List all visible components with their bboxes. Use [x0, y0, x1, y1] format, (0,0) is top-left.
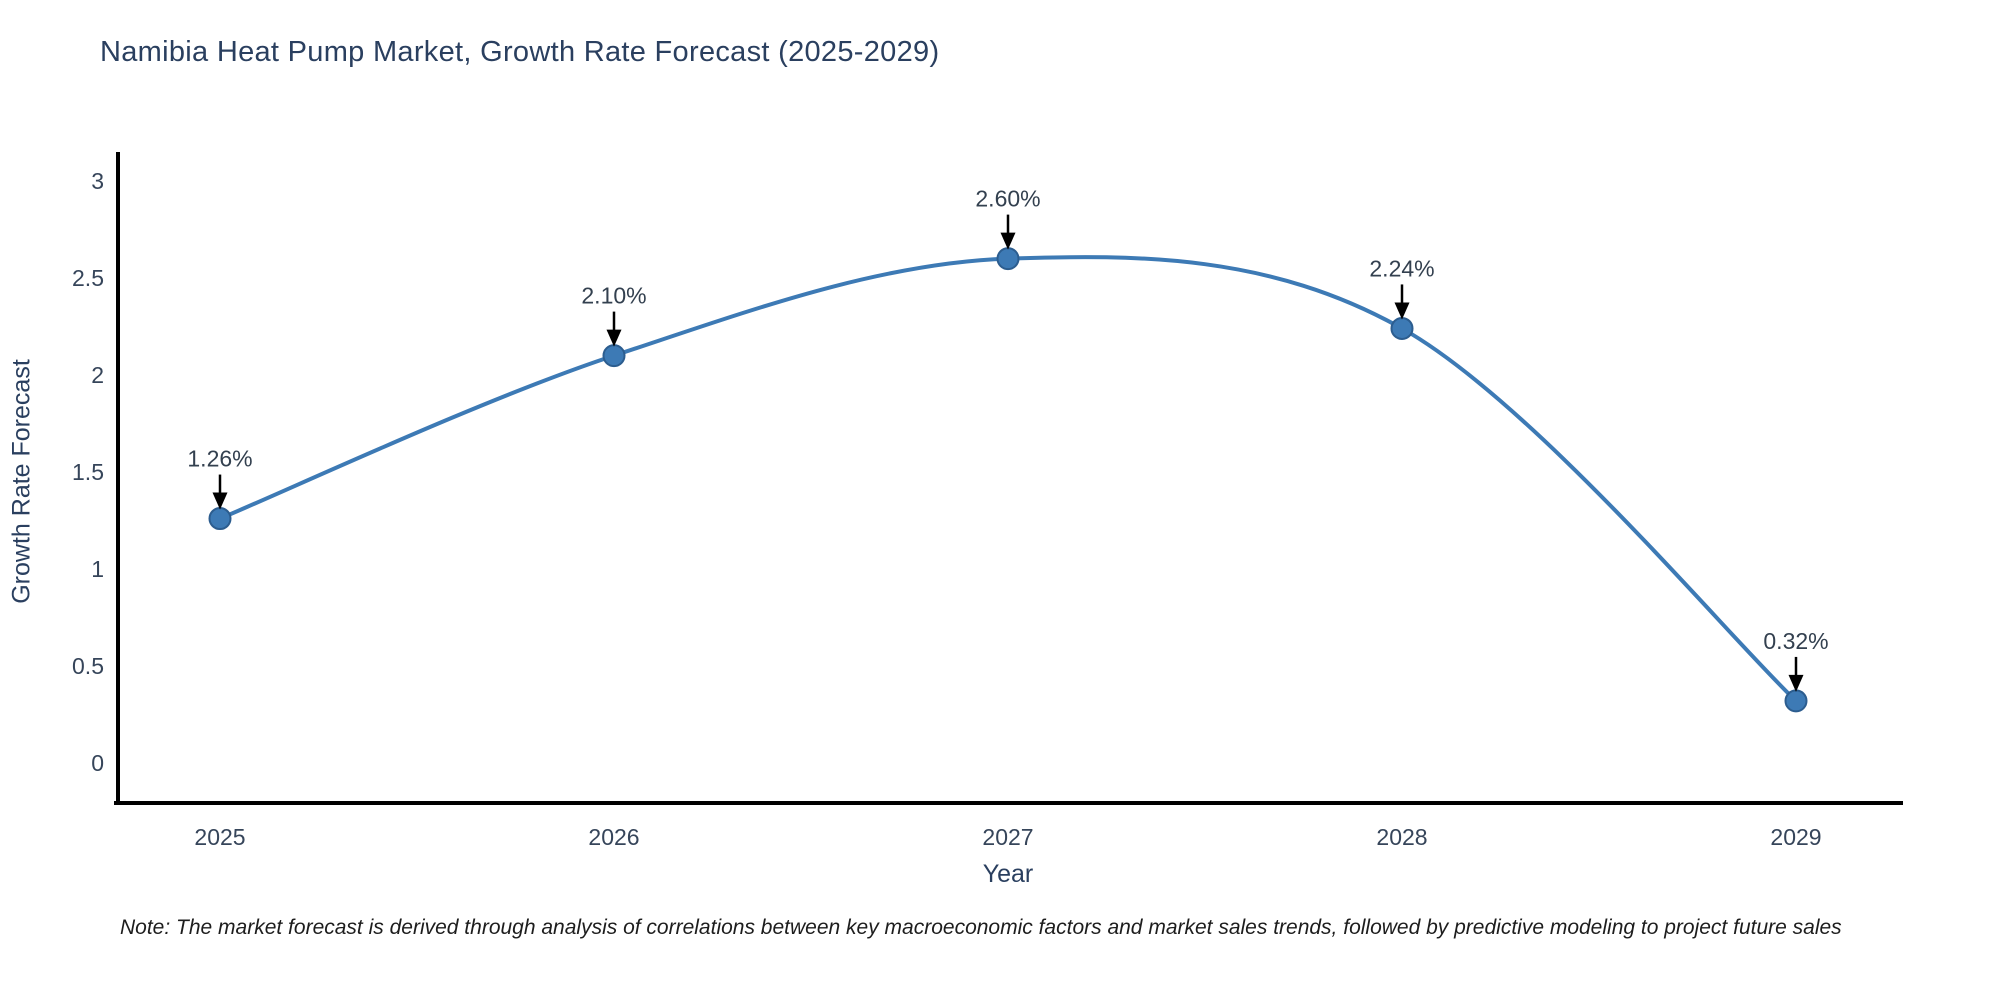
- footnote-text: Note: The market forecast is derived thr…: [120, 916, 1842, 939]
- down-arrow-head-icon: [1788, 674, 1804, 692]
- data-point-2026[interactable]: [602, 344, 626, 368]
- point-annotation: 0.32%: [1763, 628, 1828, 654]
- data-point-2028[interactable]: [1390, 316, 1414, 340]
- point-annotation: 2.60%: [975, 186, 1040, 212]
- data-point-2029[interactable]: [1784, 689, 1808, 713]
- y-tick-label: 2: [91, 362, 104, 388]
- point-annotation: 2.10%: [581, 283, 646, 309]
- x-tick-label: 2028: [1376, 824, 1427, 850]
- point-annotation: 1.26%: [187, 446, 252, 472]
- y-tick-label: 0.5: [72, 653, 104, 679]
- chart-title: Namibia Heat Pump Market, Growth Rate Fo…: [100, 36, 940, 68]
- data-point-2027[interactable]: [996, 247, 1020, 271]
- x-tick-label: 2027: [982, 824, 1033, 850]
- x-tick-label: 2029: [1770, 824, 1821, 850]
- y-tick-label: 3: [91, 168, 104, 194]
- y-tick-label: 1: [91, 556, 104, 582]
- y-tick-label: 0: [91, 750, 104, 776]
- x-axis-title: Year: [982, 860, 1034, 888]
- down-arrow-head-icon: [1000, 232, 1016, 250]
- y-tick-label: 2.5: [72, 265, 104, 291]
- trend-line: [218, 255, 1798, 703]
- down-arrow-head-icon: [212, 492, 228, 510]
- y-tick-label: 1.5: [72, 459, 104, 485]
- x-tick-label: 2025: [194, 824, 245, 850]
- x-tick-label: 2026: [588, 824, 639, 850]
- data-point-2025[interactable]: [208, 507, 232, 531]
- down-arrow-head-icon: [606, 329, 622, 347]
- point-annotation: 2.24%: [1369, 255, 1434, 281]
- down-arrow-head-icon: [1394, 302, 1410, 320]
